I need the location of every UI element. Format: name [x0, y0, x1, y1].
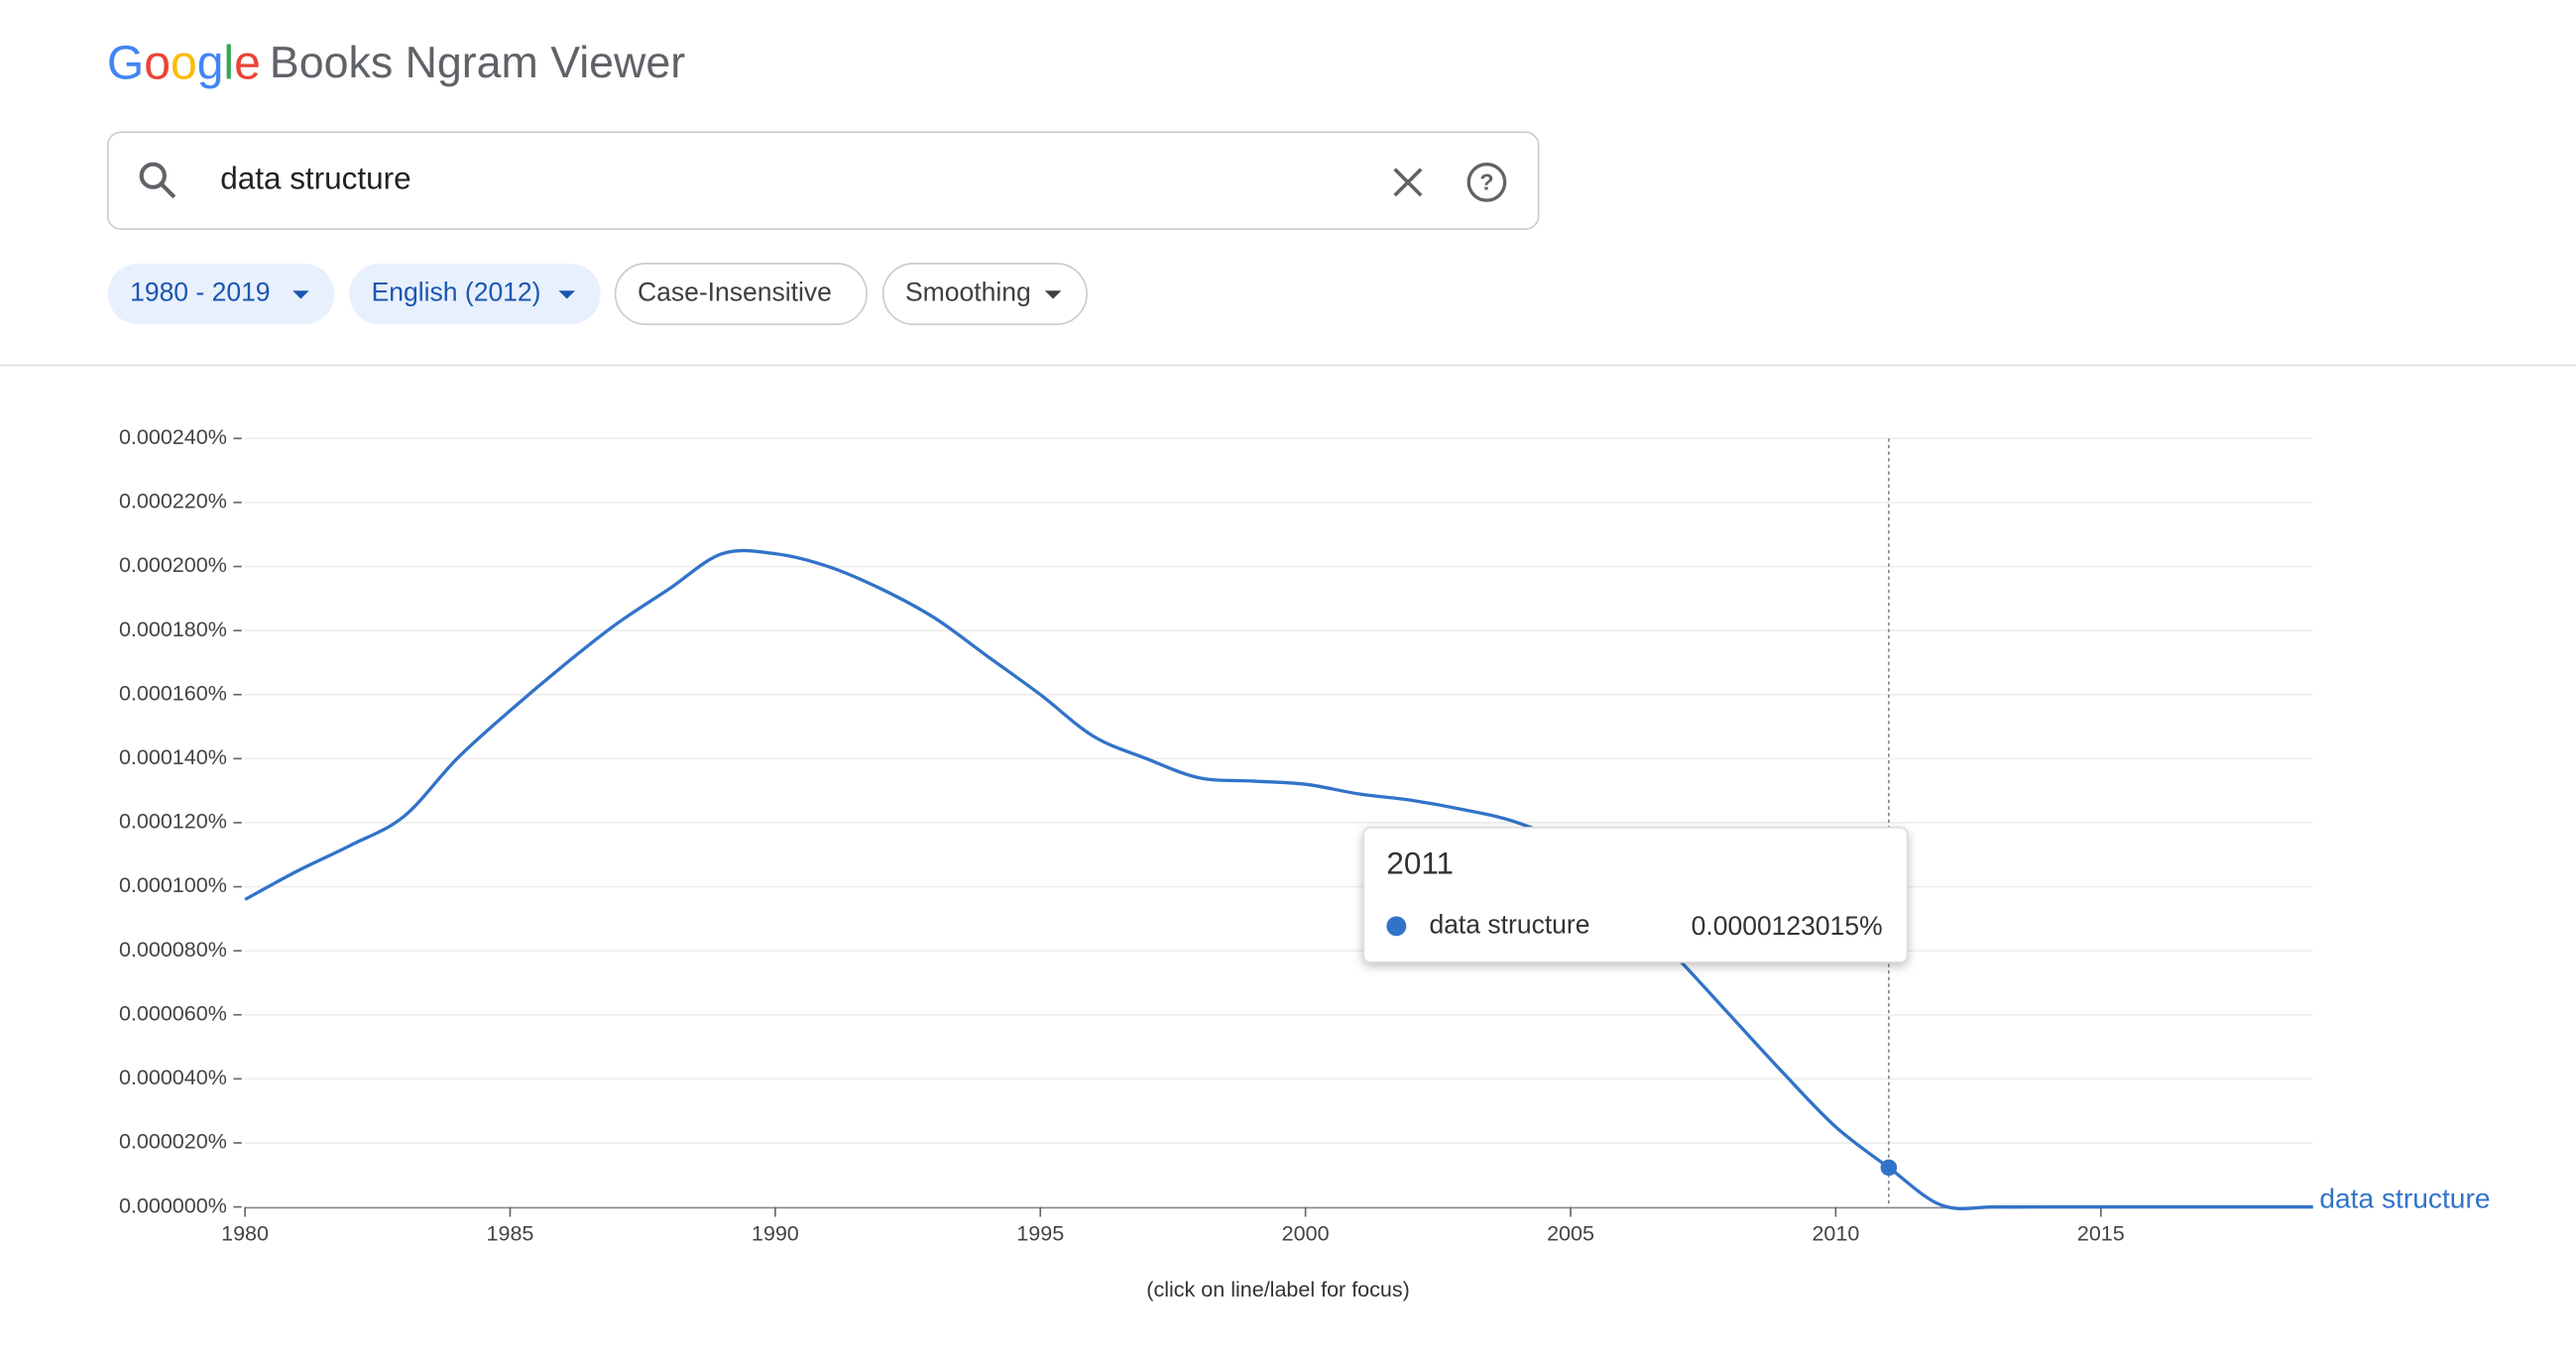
y-tick-label: 0.000040%: [119, 1066, 227, 1089]
dropdown-arrow: [1044, 290, 1062, 299]
clear-button[interactable]: [1393, 168, 1423, 197]
chip-background: [349, 263, 601, 325]
filter-chip[interactable]: Case-Insensitive: [614, 263, 868, 326]
filter-chip[interactable]: English (2012): [349, 263, 601, 325]
x-tick-label: 2005: [1547, 1221, 1594, 1245]
x-tick-label: 2010: [1812, 1221, 1859, 1245]
x-tick-label: 1995: [1016, 1221, 1064, 1245]
chart-note: (click on line/label for focus): [1146, 1278, 1409, 1301]
x-tick-label: 2015: [2077, 1221, 2125, 1245]
x-tick-label: 2000: [1282, 1221, 1330, 1245]
chip-background: [614, 263, 868, 326]
y-tick-label: 0.000160%: [119, 681, 227, 705]
dropdown-arrow: [293, 290, 309, 299]
tooltip-year: 2011: [1386, 846, 1454, 880]
chip-label[interactable]: Case-Insensitive: [638, 278, 832, 307]
series-line[interactable]: [244, 548, 2313, 1210]
tooltip-box: [1362, 827, 1909, 963]
chip-label[interactable]: 1980 - 2019: [130, 278, 270, 307]
chip-label[interactable]: English (2012): [372, 278, 541, 307]
y-tick-label: 0.000000%: [119, 1193, 227, 1217]
chip-label[interactable]: Smoothing: [905, 278, 1031, 307]
x-tick-label: 1985: [487, 1221, 534, 1245]
y-tick-label: 0.000140%: [119, 745, 227, 769]
chip-background: [881, 263, 1088, 326]
help-button[interactable]: ?: [1466, 163, 1507, 202]
y-tick-label: 0.000240%: [119, 425, 227, 449]
search-box[interactable]: data structure ?: [106, 131, 1540, 230]
chip-background: [107, 263, 335, 325]
google-logo: Google: [107, 37, 261, 89]
y-tick-label: 0.000080%: [119, 938, 227, 962]
hover-point: [1880, 1159, 1898, 1177]
y-tick-label: 0.000120%: [119, 810, 227, 834]
series-label[interactable]: data structure: [2319, 1183, 2490, 1213]
app-title: Books Ngram Viewer: [270, 39, 685, 87]
y-tick-label: 0.000220%: [119, 490, 227, 513]
tooltip-swatch: [1386, 916, 1407, 937]
tooltip-series: data structure: [1429, 909, 1589, 939]
y-tick-label: 0.000060%: [119, 1001, 227, 1025]
filter-chip[interactable]: Smoothing: [881, 263, 1088, 326]
tooltip: 2011 data structure 0.0000123015%: [1362, 827, 1909, 963]
y-tick-label: 0.000200%: [119, 553, 227, 577]
x-tick-label: 1990: [752, 1221, 799, 1245]
tooltip-value: 0.0000123015%: [1692, 911, 1883, 941]
search-query[interactable]: data structure: [220, 162, 410, 196]
y-tick-label: 0.000020%: [119, 1130, 227, 1154]
dropdown-arrow: [558, 290, 576, 299]
y-tick-label: 0.000180%: [119, 618, 227, 641]
filter-chip[interactable]: 1980 - 2019: [107, 263, 335, 325]
x-tick-label: 1980: [221, 1221, 269, 1245]
svg-text:?: ?: [1479, 170, 1493, 195]
y-tick-label: 0.000100%: [119, 873, 227, 897]
search-icon: [139, 162, 176, 199]
